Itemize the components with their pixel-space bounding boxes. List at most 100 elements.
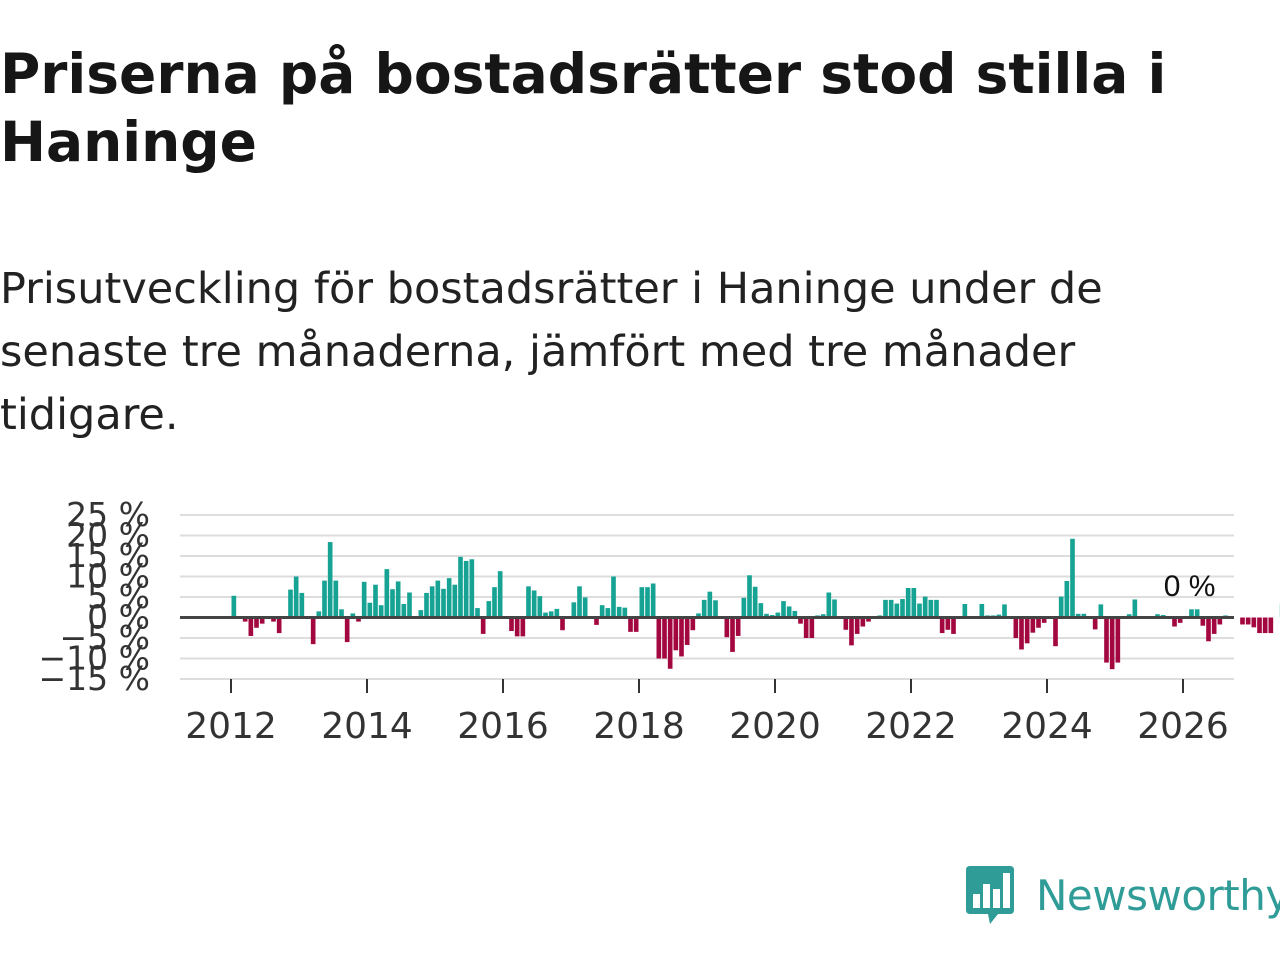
bar: [684, 617, 690, 645]
x-axis-ticks: 2012 2014 2016 2018 2020 2022 2024 2026: [185, 679, 1229, 747]
bar: [254, 617, 259, 628]
bar: [820, 614, 826, 618]
bar: [259, 617, 265, 624]
chart-title: Priserna på bostadsrätter stod stilla i …: [0, 42, 1167, 174]
x-tick-label: 2012: [185, 706, 277, 747]
bar: [917, 603, 922, 618]
bar: [560, 617, 565, 631]
bar: [934, 599, 939, 618]
bar: [333, 580, 339, 618]
bar: [452, 584, 458, 618]
bar: [594, 617, 599, 625]
bar: [843, 617, 849, 630]
y-tick-label: 5 %: [87, 577, 150, 616]
bar: [854, 617, 860, 634]
bar: [673, 617, 679, 651]
bar: [730, 617, 735, 652]
y-tick-label: −10 %: [39, 639, 151, 678]
bar: [577, 586, 582, 618]
bar: [463, 560, 469, 618]
y-tick-label: −15 %: [39, 659, 151, 698]
bar: [469, 559, 475, 618]
x-tick-label: 2018: [593, 706, 685, 747]
bar-chart: 25 %20 %15 %10 %5 %0 %−5 %−10 %−15 % 201…: [39, 495, 1280, 747]
bar: [945, 617, 951, 630]
bar: [497, 571, 503, 618]
bar: [690, 617, 696, 631]
bar: [1070, 538, 1075, 618]
bar: [979, 603, 985, 618]
bar: [656, 617, 662, 659]
bar: [605, 608, 611, 618]
bar: [1075, 613, 1081, 618]
bar: [1262, 617, 1268, 634]
bar: [628, 617, 633, 632]
bar: [713, 600, 718, 618]
bar: [1189, 609, 1194, 618]
bar: [446, 578, 452, 618]
bar: [424, 592, 429, 618]
bar: [741, 597, 747, 618]
bar: [486, 601, 492, 618]
bar: [429, 586, 435, 618]
bar: [679, 617, 684, 657]
bar: [809, 617, 815, 638]
bar: [752, 586, 758, 618]
bar: [792, 610, 798, 618]
bar: [531, 590, 537, 618]
bar: [1155, 614, 1160, 618]
bar: [1002, 604, 1007, 618]
bar: [276, 617, 282, 634]
bar: [962, 603, 968, 618]
bar: [548, 611, 554, 618]
bar: [361, 581, 367, 618]
bar: [724, 617, 730, 638]
bar: [514, 617, 520, 637]
bar: [883, 599, 888, 618]
bar: [1251, 617, 1257, 628]
bar: [758, 603, 764, 618]
bar: [707, 591, 713, 618]
bar: [1115, 617, 1121, 663]
bar: [747, 575, 752, 618]
y-tick-label: 15 %: [66, 536, 150, 575]
bar: [1211, 617, 1217, 634]
bar: [905, 587, 911, 618]
bar: [667, 617, 673, 669]
chart-subtitle: Prisutveckling för bostadsrätter i Hanin…: [0, 264, 1103, 440]
bar: [520, 617, 526, 637]
bar: [1126, 614, 1132, 618]
bar: [480, 617, 486, 634]
bar: [1013, 617, 1019, 638]
brand-name: Newsworthy: [1036, 870, 1280, 920]
x-tick-label: 2014: [321, 706, 413, 747]
bar: [1030, 617, 1036, 633]
bar: [288, 589, 293, 618]
bar: [922, 596, 928, 618]
bar: [441, 588, 446, 618]
bar: [1200, 617, 1206, 626]
bar: [1098, 604, 1104, 618]
newsworthy-logo: Newsworthy: [964, 862, 1280, 928]
bar: [367, 602, 373, 618]
bar: [786, 606, 792, 618]
bar: [537, 596, 543, 618]
bar: [378, 605, 384, 618]
bar: [543, 612, 548, 618]
bar: [803, 617, 809, 638]
bar: [866, 617, 871, 622]
bar: [492, 587, 497, 618]
y-tick-label: 10 %: [66, 557, 150, 596]
bar: [356, 617, 361, 622]
bar: [928, 599, 934, 618]
bar: [900, 599, 905, 618]
bar: [322, 580, 327, 618]
bar: [951, 617, 956, 634]
bar: [1104, 617, 1109, 663]
bar: [390, 589, 395, 618]
bar: [327, 542, 333, 618]
bar-chart-bubble-icon: [966, 866, 1014, 924]
bar: [1041, 617, 1047, 623]
last-value-annotation: 0 %: [1164, 570, 1216, 603]
bar: [826, 592, 832, 618]
